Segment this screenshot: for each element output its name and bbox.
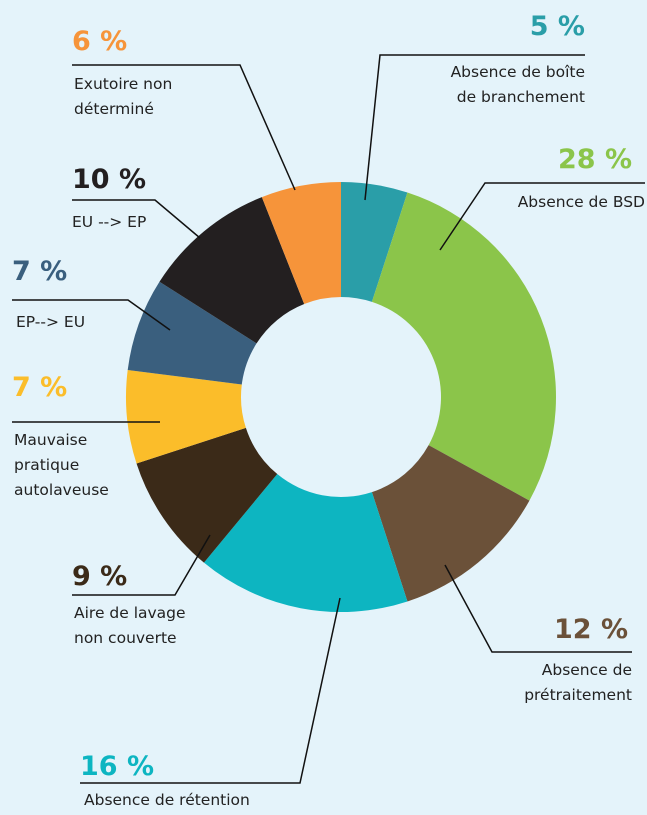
value-label: 7 % bbox=[12, 372, 68, 403]
category-label: Aire de lavage non couverte bbox=[74, 604, 186, 647]
leader-line bbox=[72, 199, 201, 239]
category-label: Mauvaise pratique autolaveuse bbox=[14, 431, 109, 499]
leader-line bbox=[364, 54, 585, 201]
leader-line bbox=[72, 534, 211, 596]
value-label: 10 % bbox=[72, 164, 147, 195]
donut-slice bbox=[159, 197, 305, 344]
category-label: Absence de boîte de branchement bbox=[450, 63, 585, 106]
donut-slice bbox=[371, 445, 530, 602]
leader-line bbox=[12, 299, 171, 331]
category-label: Absence de prétraitement bbox=[524, 661, 632, 704]
value-label: 12 % bbox=[553, 614, 628, 645]
donut-slice bbox=[125, 370, 246, 464]
value-label: 7 % bbox=[12, 256, 68, 287]
leader-line bbox=[439, 182, 645, 251]
value-label: 28 % bbox=[557, 144, 632, 175]
category-label: Absence de BSD bbox=[517, 193, 645, 211]
category-label: Absence de rétention bbox=[84, 791, 250, 809]
leader-line bbox=[444, 564, 632, 653]
category-label: EP--> EU bbox=[16, 313, 86, 331]
value-label: 16 % bbox=[80, 751, 155, 782]
donut-slice bbox=[136, 427, 278, 563]
value-label: 5 % bbox=[529, 11, 585, 42]
value-label: 6 % bbox=[72, 26, 128, 57]
leader-line bbox=[72, 64, 296, 191]
leader-line bbox=[80, 597, 341, 784]
donut-slice bbox=[127, 281, 257, 385]
value-label: 9 % bbox=[72, 561, 128, 592]
category-label: EU --> EP bbox=[72, 213, 147, 231]
category-label: Exutoire non déterminé bbox=[74, 75, 173, 118]
donut-slice bbox=[203, 474, 408, 612]
donut-slice bbox=[341, 182, 408, 302]
donut-slice bbox=[371, 192, 556, 501]
donut-slice bbox=[261, 182, 341, 305]
